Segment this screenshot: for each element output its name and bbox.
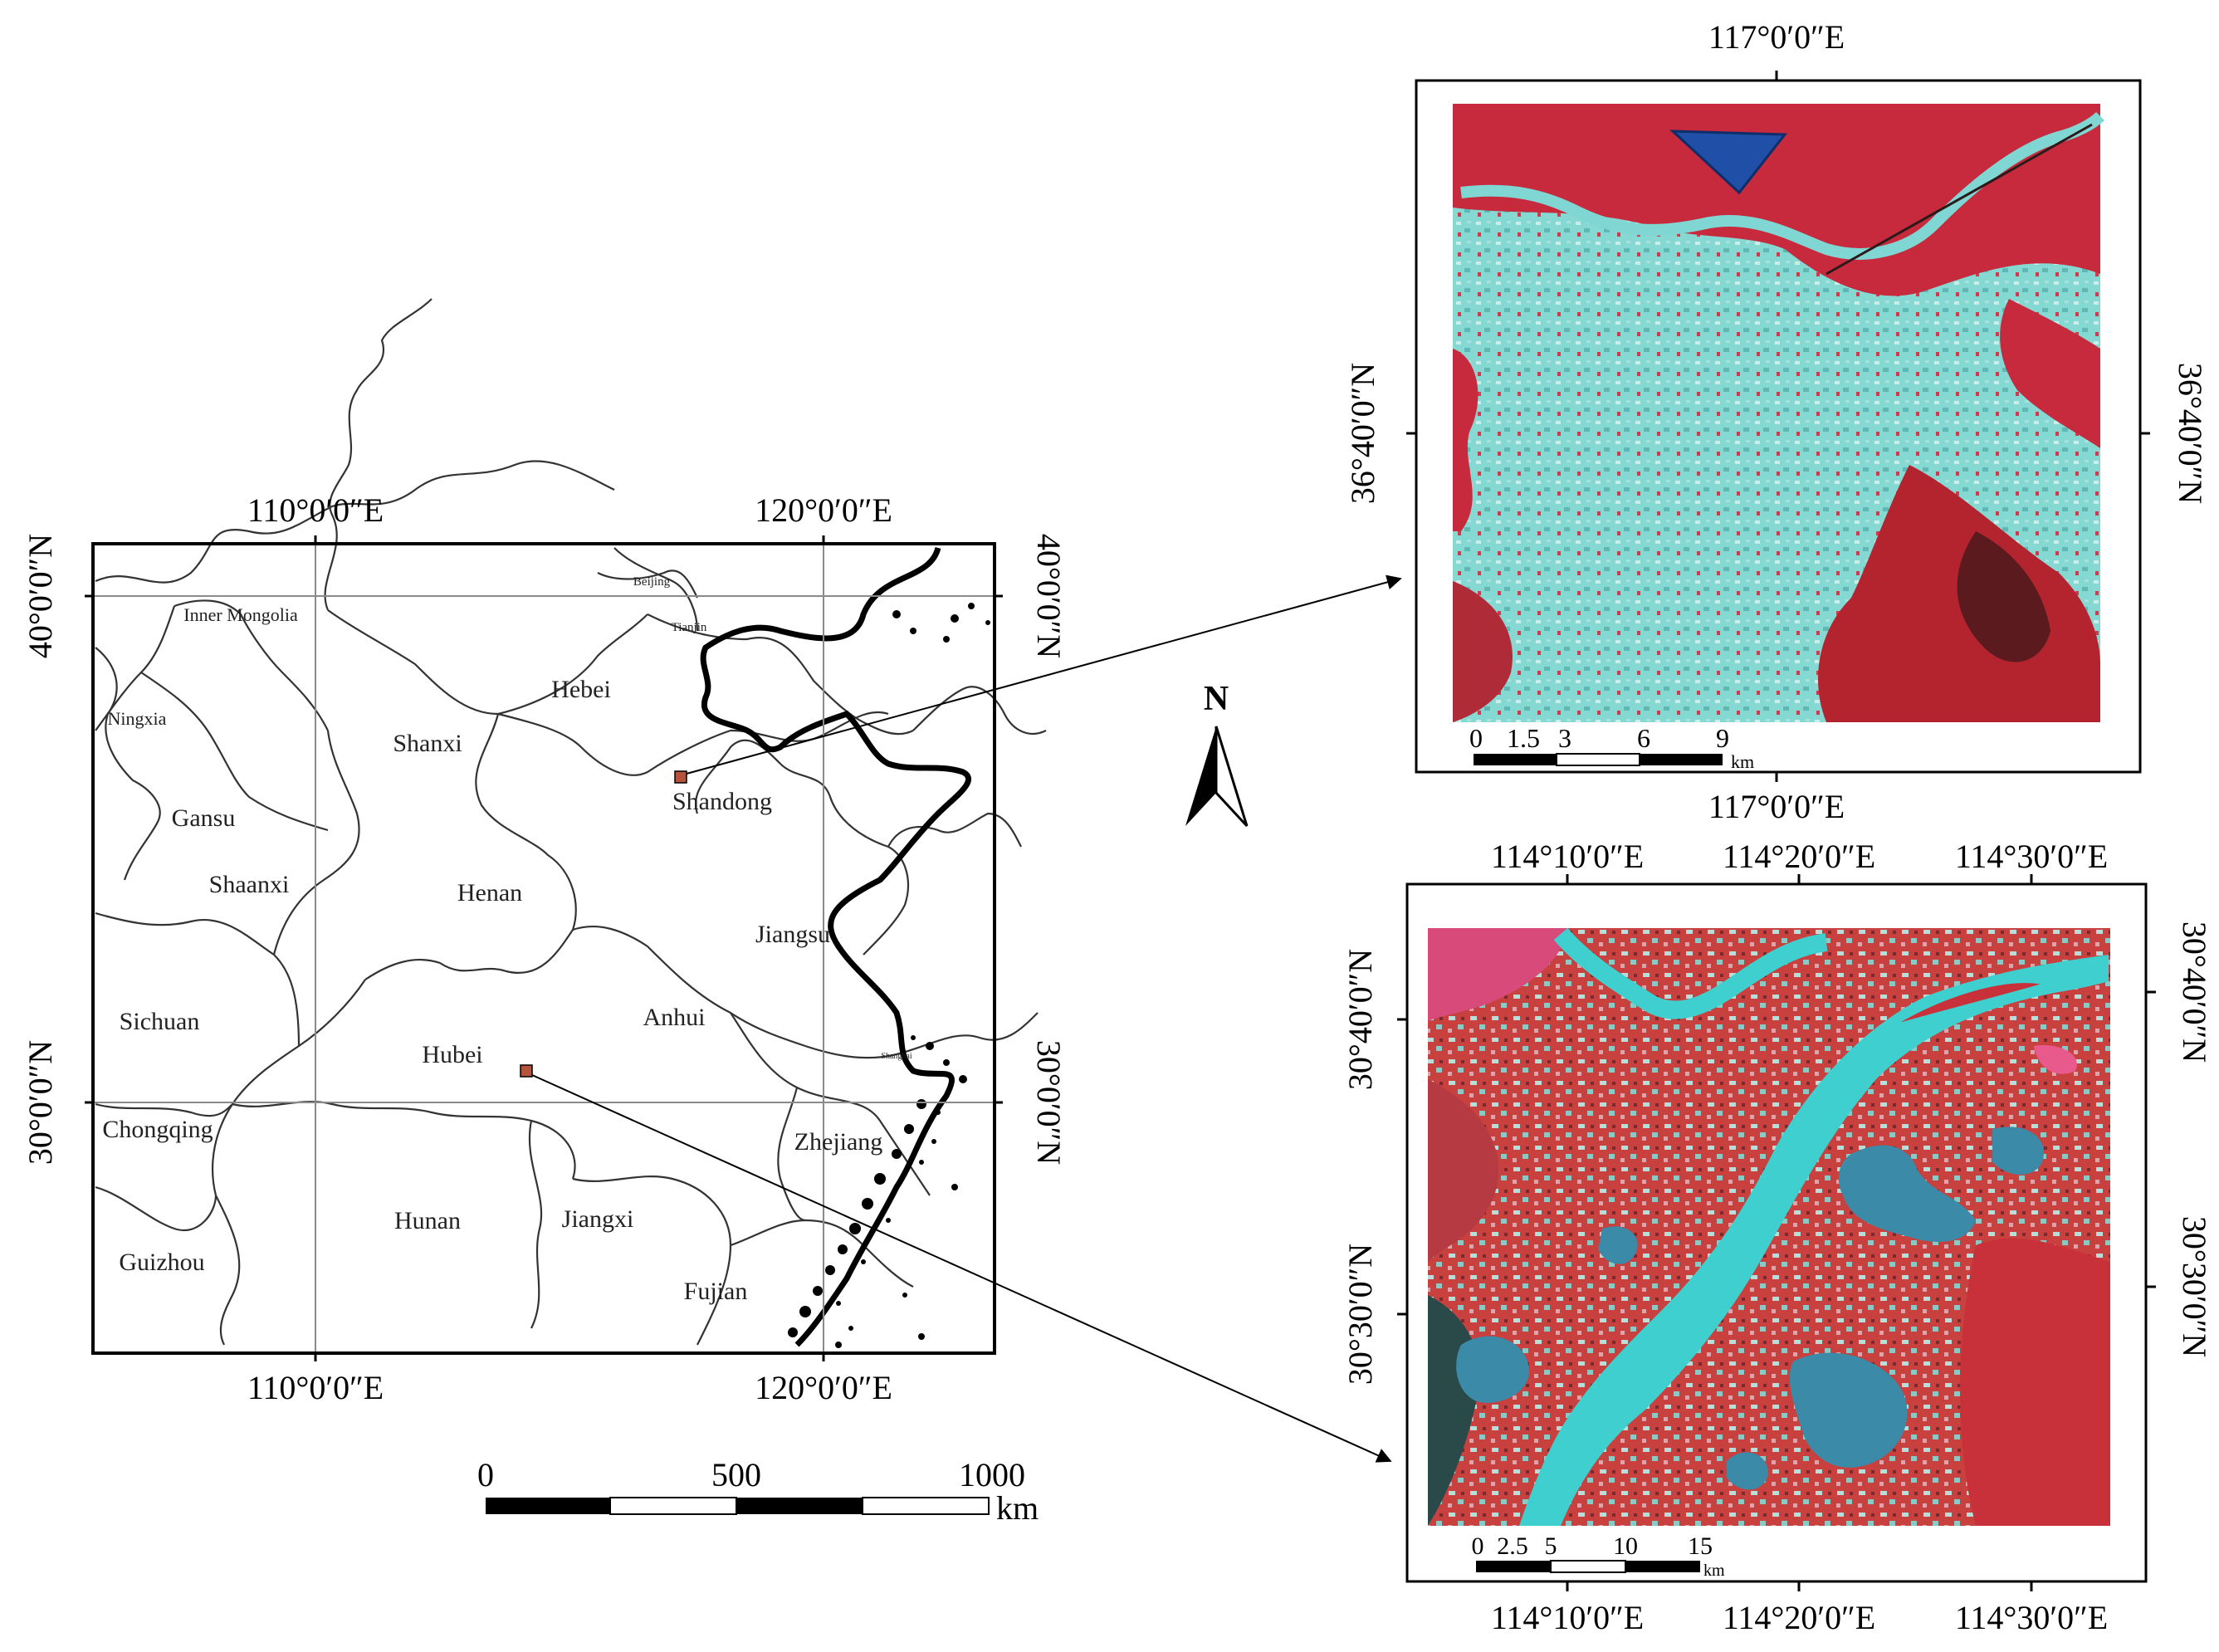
coastal-islands	[788, 603, 990, 1348]
inset-wuhan-lon-top-30: 114°30′0″E	[1955, 838, 2108, 875]
connector-arrow-wuhan	[531, 1074, 1392, 1463]
inset-wuhan-lat-left-30: 30°30′0″N	[1342, 1244, 1379, 1385]
inset-jinan: 117°0′0″E 117°0′0″E 36°40′0″N 36°40′0″N …	[1344, 18, 2209, 825]
inset-wuhan-landcover	[1428, 927, 2110, 1526]
label-hubei: Hubei	[422, 1041, 482, 1068]
lon-label-bottom-110: 110°0′0″E	[247, 1369, 384, 1406]
inset-wuhan-lon-bottom-10: 114°10′0″E	[1491, 1599, 1644, 1636]
label-shaanxi: Shaanxi	[209, 871, 290, 898]
inset-jinan-lon-top: 117°0′0″E	[1708, 18, 1845, 56]
inset-jinan-lat-left: 36°40′0″N	[1344, 363, 1381, 504]
lon-label-bottom-120: 120°0′0″E	[755, 1369, 892, 1406]
label-anhui: Anhui	[643, 1004, 706, 1031]
scale-tick-1000: 1000	[959, 1456, 1025, 1493]
jinan-scale-tick-6: 6	[1637, 723, 1650, 753]
wuhan-scale-tick-2-5: 2.5	[1497, 1532, 1528, 1560]
lon-label-top-110: 110°0′0″E	[247, 491, 384, 529]
label-shanxi: Shanxi	[393, 730, 462, 757]
main-map-frame	[91, 542, 996, 1355]
main-scale-bar: 0 500 1000 km	[477, 1456, 1039, 1527]
label-jiangsu: Jiangsu	[755, 921, 830, 948]
north-arrow-icon	[1185, 726, 1216, 826]
inset-jinan-scale-bar: 0 1.5 3 6 9 km	[1469, 723, 1754, 772]
study-marker-jinan[interactable]	[674, 770, 687, 784]
graticule	[93, 544, 995, 1353]
label-fujian: Fujian	[684, 1278, 748, 1305]
province-labels: Inner Mongolia Beijing Tianjin Ningxia H…	[102, 575, 912, 1305]
jinan-scale-tick-9: 9	[1716, 723, 1729, 753]
wuhan-scale-tick-10: 10	[1613, 1532, 1638, 1560]
label-gansu: Gansu	[172, 804, 236, 832]
jinan-scale-tick-3: 3	[1558, 723, 1571, 753]
lon-label-top-120: 120°0′0″E	[755, 491, 892, 529]
lake-south	[1789, 1352, 1908, 1468]
scale-unit: km	[996, 1489, 1039, 1527]
label-inner-mongolia: Inner Mongolia	[183, 604, 298, 625]
label-ningxia: Ningxia	[108, 708, 167, 729]
lat-label-left-40: 40°0′0″N	[22, 534, 59, 658]
inset-jinan-lat-right: 36°40′0″N	[2172, 363, 2209, 504]
wuhan-scale-unit: km	[1703, 1562, 1725, 1580]
lat-label-right-40: 40°0′0″N	[1030, 534, 1068, 658]
wuhan-scale-tick-0: 0	[1472, 1532, 1484, 1560]
label-sichuan: Sichuan	[120, 1008, 200, 1035]
lat-label-right-30: 30°0′0″N	[1030, 1040, 1068, 1165]
inset-wuhan-lat-left-40: 30°40′0″N	[1342, 949, 1379, 1090]
province-boundaries	[95, 298, 1047, 1346]
connector-arrow-jinan	[686, 574, 1402, 775]
scale-tick-0: 0	[477, 1456, 494, 1493]
jinan-scale-tick-0: 0	[1469, 723, 1483, 753]
label-hunan: Hunan	[394, 1207, 461, 1234]
label-hebei: Hebei	[551, 676, 611, 703]
label-jiangxi: Jiangxi	[562, 1205, 634, 1233]
inset-wuhan-lat-right-30: 30°30′0″N	[2176, 1216, 2213, 1357]
lat-label-left-30: 30°0′0″N	[22, 1040, 59, 1165]
study-marker-wuhan[interactable]	[520, 1064, 533, 1078]
inset-wuhan-lon-top-10: 114°10′0″E	[1491, 838, 1644, 875]
north-arrow: N	[1185, 680, 1249, 828]
inset-jinan-lon-bottom: 117°0′0″E	[1708, 788, 1845, 825]
reservoir-polygon	[1669, 130, 1788, 195]
label-beijing: Beijing	[633, 575, 671, 589]
lake-east	[1838, 1145, 1976, 1242]
inset-wuhan: 114°10′0″E 114°20′0″E 114°30′0″E 114°10′…	[1342, 838, 2213, 1636]
label-chongqing: Chongqing	[102, 1116, 213, 1143]
scale-tick-500: 500	[711, 1456, 761, 1493]
label-zhejiang: Zhejiang	[794, 1128, 883, 1156]
label-shanghai: Shanghai	[881, 1052, 912, 1061]
label-guizhou: Guizhou	[119, 1249, 204, 1276]
inset-wuhan-lat-right-40: 30°40′0″N	[2176, 921, 2213, 1063]
jinan-scale-unit: km	[1731, 751, 1754, 772]
lake-southwest	[1456, 1336, 1529, 1403]
label-shandong: Shandong	[672, 788, 772, 815]
inset-wuhan-lon-top-20: 114°20′0″E	[1723, 838, 1875, 875]
yangtze-river	[1519, 955, 2109, 1526]
main-map: 110°0′0″E 120°0′0″E 110°0′0″E 120°0′0″E …	[22, 298, 1402, 1527]
inset-wuhan-lon-bottom-20: 114°20′0″E	[1723, 1599, 1875, 1636]
wuhan-scale-tick-15: 15	[1688, 1532, 1713, 1560]
north-arrow-label: N	[1204, 680, 1229, 718]
label-henan: Henan	[457, 879, 522, 907]
inset-jinan-landcover	[1453, 104, 2104, 722]
jinan-scale-tick-1-5: 1.5	[1507, 723, 1540, 753]
inset-wuhan-scale-bar: 0 2.5 5 10 15 km	[1472, 1532, 1726, 1580]
inset-wuhan-lon-bottom-30: 114°30′0″E	[1955, 1599, 2108, 1636]
wuhan-scale-tick-5: 5	[1545, 1532, 1557, 1560]
label-tianjin: Tianjin	[672, 621, 707, 634]
